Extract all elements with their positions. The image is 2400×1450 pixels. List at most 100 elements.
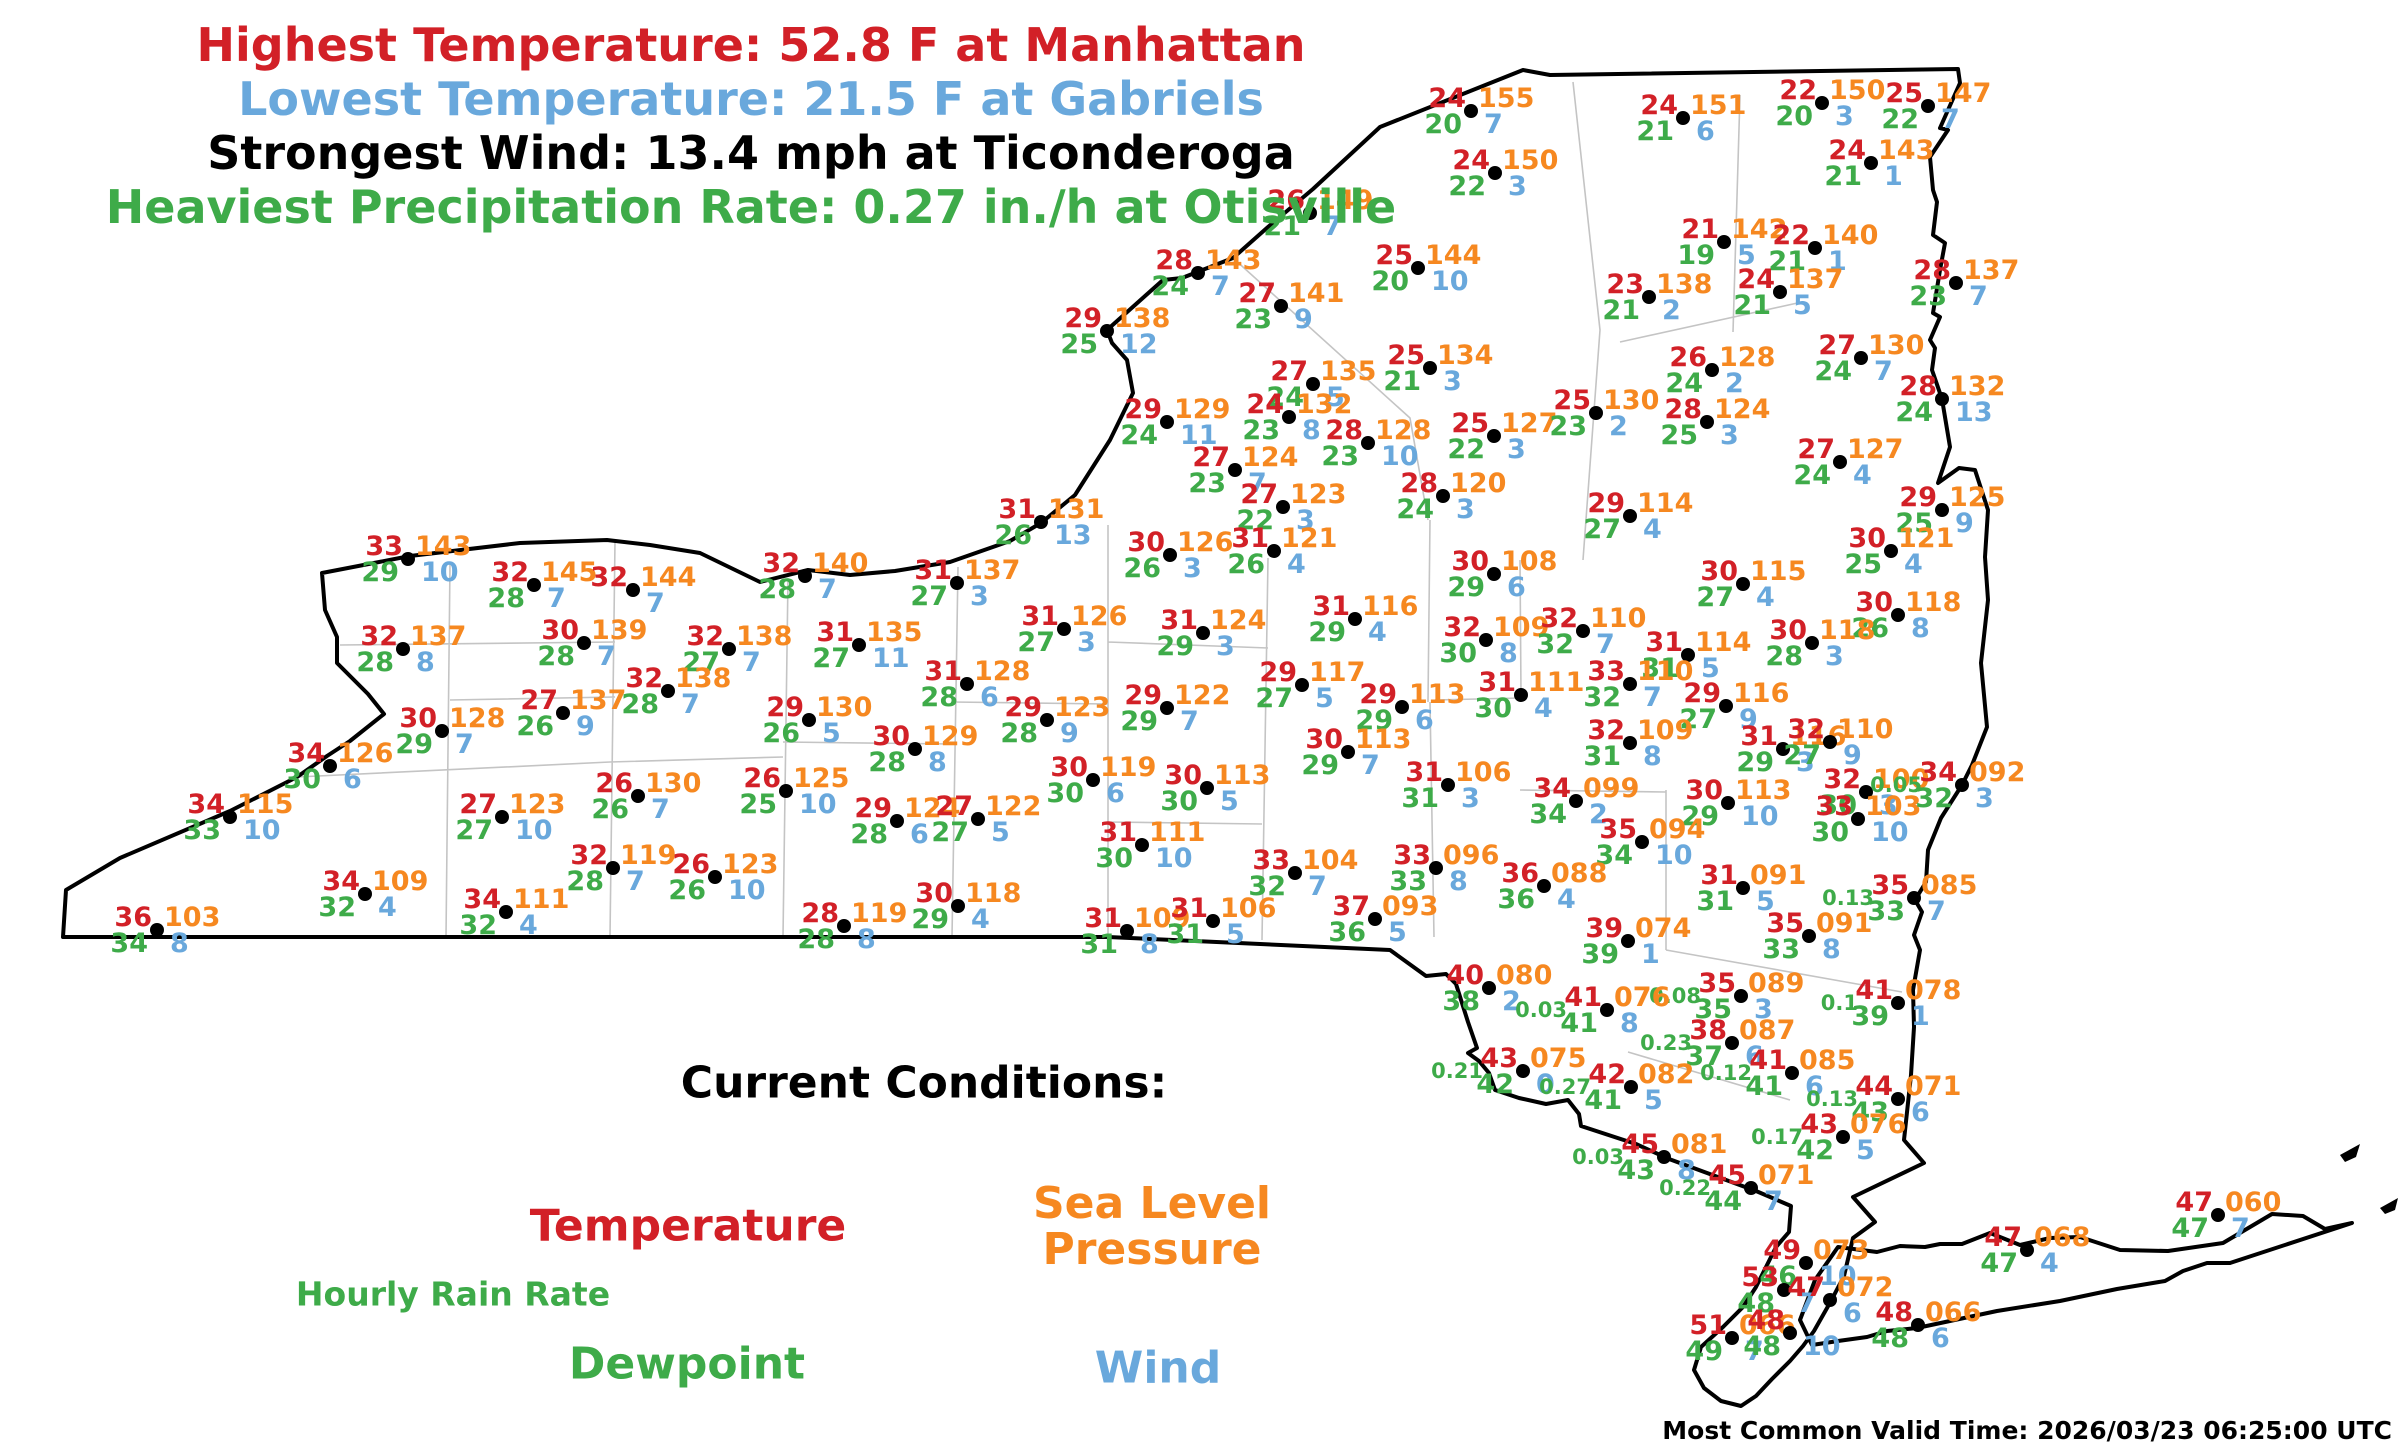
station-pressure: 123: [722, 849, 778, 880]
station-dot: [2211, 1208, 2225, 1222]
legend-dewpoint: Dewpoint: [568, 1338, 806, 1390]
station-dewpoint: 27: [1783, 740, 1821, 771]
station-temperature: 27: [1192, 442, 1230, 473]
station-wind: 13: [1054, 520, 1092, 551]
long-island-outline: [1798, 1212, 2354, 1347]
station-temperature: 30: [1451, 546, 1489, 577]
station-wind: 5: [1737, 240, 1756, 271]
station-dot: [1276, 500, 1290, 514]
station-pressure: 127: [1847, 434, 1903, 465]
station-temperature: 28: [1899, 371, 1937, 402]
station-wind: 3: [1183, 553, 1202, 584]
station-dewpoint: 31: [1080, 929, 1118, 960]
station-wind: 2: [1725, 368, 1744, 399]
legend-temperature: Temperature: [529, 1200, 847, 1252]
station-temperature: 25: [1885, 78, 1923, 109]
station-dot: [1623, 736, 1637, 750]
station-pressure: 143: [415, 531, 471, 562]
station-dewpoint: 27: [1017, 627, 1055, 658]
station-wind: 7: [1643, 682, 1662, 713]
station-pressure: 150: [1502, 145, 1558, 176]
station-dewpoint: 30: [1095, 843, 1133, 874]
station-dot: [1776, 742, 1790, 756]
station-rain-rate: 0.12: [1700, 1061, 1752, 1085]
station-dot: [837, 919, 851, 933]
station-pressure: 119: [851, 898, 907, 929]
station-wind: 4: [1534, 693, 1553, 724]
station-wind: 5: [1793, 290, 1812, 321]
station-temperature: 34: [1533, 773, 1571, 804]
station-dot: [1295, 678, 1309, 692]
station-dewpoint: 27: [1679, 704, 1717, 735]
station-wind: 10: [1741, 801, 1779, 832]
station-dot: [1288, 866, 1302, 880]
station-temperature: 32: [1823, 764, 1861, 795]
station-dewpoint: 36: [1497, 884, 1535, 915]
station-wind: 10: [799, 789, 837, 820]
station-dewpoint: 48: [1743, 1331, 1781, 1362]
station-temperature: 23: [1606, 269, 1644, 300]
station-wind: 7: [1180, 706, 1199, 737]
station-temperature: 26: [1267, 185, 1305, 216]
station-pressure: 129: [1174, 394, 1230, 425]
station-dot: [798, 569, 812, 583]
station-wind: 4: [1853, 460, 1872, 491]
station-pressure: 124: [1242, 442, 1298, 473]
station-temperature: 32: [1443, 612, 1481, 643]
station-dot: [1487, 567, 1501, 581]
station-dewpoint: 34: [1595, 840, 1633, 871]
station-temperature: 34: [463, 884, 501, 915]
station-pressure: 129: [922, 721, 978, 752]
station-wind: 5: [1388, 917, 1407, 948]
station-dewpoint: 30: [1046, 778, 1084, 809]
station-dewpoint: 31: [1696, 886, 1734, 917]
station-dewpoint: 21: [1733, 290, 1771, 321]
station-dewpoint: 27: [812, 643, 850, 674]
station-dot: [661, 684, 675, 698]
station-temperature: 35: [1871, 870, 1909, 901]
station-wind: 3: [1443, 366, 1462, 397]
station-dot: [1815, 96, 1829, 110]
station-wind: 8: [170, 928, 189, 959]
station-dot: [1907, 891, 1921, 905]
station-wind: 6: [1843, 1298, 1862, 1329]
station-pressure: 121: [1898, 523, 1954, 554]
station-dewpoint: 32: [1583, 682, 1621, 713]
station-pressure: 141: [1288, 278, 1344, 309]
station-pressure: 121: [1281, 523, 1337, 554]
station-pressure: 073: [1813, 1235, 1869, 1266]
station-dot: [1623, 509, 1637, 523]
station-dot: [1429, 861, 1443, 875]
station-pressure: 119: [1100, 752, 1156, 783]
station-dewpoint: 20: [1775, 101, 1813, 132]
station-wind: 5: [822, 718, 841, 749]
station-temperature: 32: [686, 621, 724, 652]
station-dewpoint: 21: [1602, 295, 1640, 326]
station-temperature: 47: [1984, 1222, 2022, 1253]
station-dewpoint: 28: [758, 574, 796, 605]
station-temperature: 30: [1685, 775, 1723, 806]
fishers-island: [2340, 1144, 2360, 1162]
station-pressure: 128: [1375, 415, 1431, 446]
station-pressure: 109: [1637, 715, 1693, 746]
station-dewpoint: 48: [1737, 1288, 1775, 1319]
station-dewpoint: 28: [621, 689, 659, 720]
station-wind: 7: [651, 794, 670, 825]
station-pressure: 071: [1905, 1071, 1961, 1102]
station-dot: [1777, 1283, 1791, 1297]
station-wind: 10: [1655, 840, 1693, 871]
summary-header: Highest Temperature: 52.8 F at Manhattan…: [106, 18, 1396, 234]
station-wind: 4: [1368, 617, 1387, 648]
station-dot: [1411, 261, 1425, 275]
station-rain-rate: 0.05: [1870, 773, 1922, 797]
station-dot: [1744, 1181, 1758, 1195]
station-pressure: 137: [410, 621, 466, 652]
station-dewpoint: 26: [668, 875, 706, 906]
station-dot: [1282, 410, 1296, 424]
station-dewpoint: 25: [1660, 420, 1698, 451]
station-wind: 8: [1822, 934, 1841, 965]
station-dewpoint: 28: [537, 641, 575, 672]
station-temperature: 29: [1124, 394, 1162, 425]
station-temperature: 35: [1698, 968, 1736, 999]
station-dewpoint: 30: [1811, 817, 1849, 848]
